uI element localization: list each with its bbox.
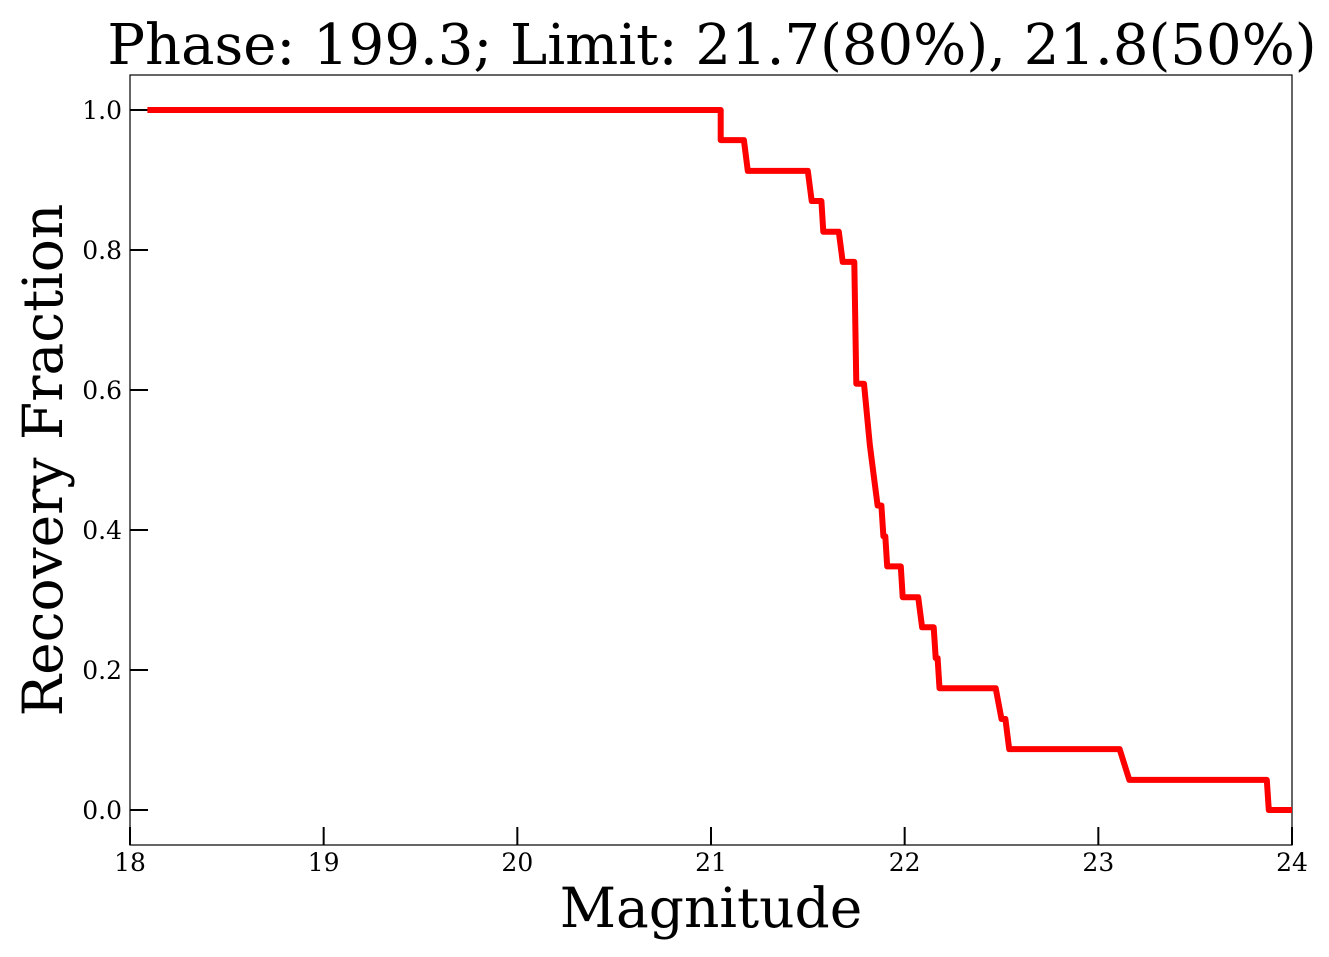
plot-frame <box>129 74 1293 846</box>
x-tick-label: 20 <box>501 848 533 877</box>
x-tick-label: 23 <box>1082 848 1114 877</box>
x-tick-label: 21 <box>695 848 727 877</box>
y-tick-label: 0.2 <box>82 656 122 685</box>
y-tick-label: 0.6 <box>82 376 122 405</box>
y-tick-label: 0.0 <box>82 796 122 825</box>
x-tick-label: 19 <box>308 848 340 877</box>
y-tick-label: 1.0 <box>82 96 122 125</box>
y-tick-label: 0.8 <box>82 236 122 265</box>
recovery-curve <box>147 107 1292 813</box>
x-axis: 18 19 20 21 22 23 24 <box>114 827 1308 877</box>
chart-title: Phase: 199.3; Limit: 21.7(80%), 21.8(50%… <box>107 13 1316 78</box>
y-axis: 0.0 0.2 0.4 0.6 0.8 1.0 <box>82 96 148 825</box>
x-tick-label: 24 <box>1276 848 1308 877</box>
x-tick-label: 18 <box>114 848 146 877</box>
y-axis-label: Recovery Fraction <box>11 204 75 717</box>
y-tick-label: 0.4 <box>82 516 122 545</box>
x-tick-label: 22 <box>889 848 921 877</box>
x-axis-label: Magnitude <box>560 876 863 940</box>
